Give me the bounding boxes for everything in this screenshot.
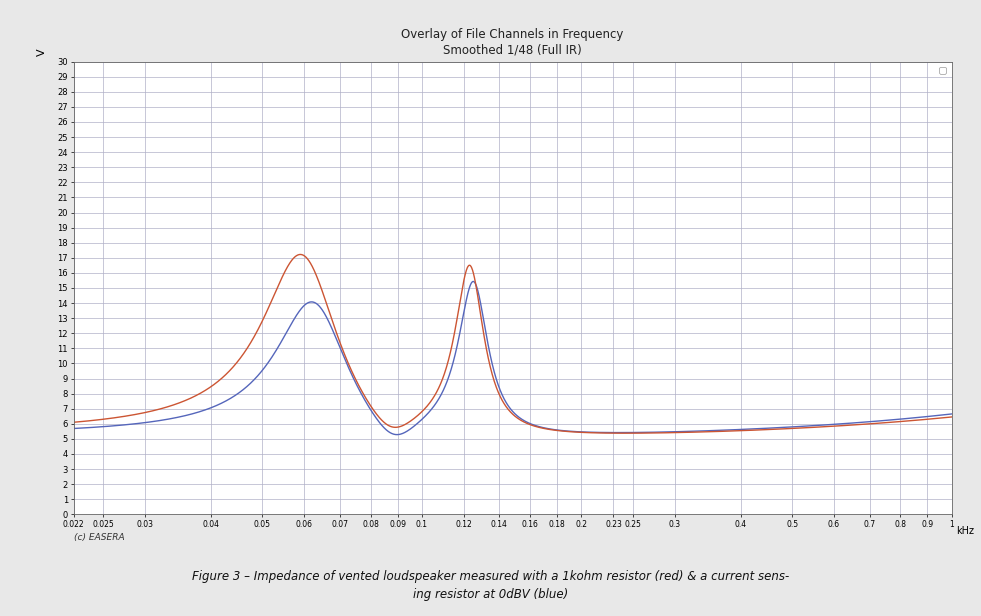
Legend:  [939,67,947,74]
Text: (c) EASERA: (c) EASERA [74,533,125,542]
Title: Overlay of File Channels in Frequency
Smoothed 1/48 (Full IR): Overlay of File Channels in Frequency Sm… [401,28,624,56]
X-axis label: kHz: kHz [955,525,974,536]
Text: Figure 3 – Impedance of vented loudspeaker measured with a 1kohm resistor (red) : Figure 3 – Impedance of vented loudspeak… [192,570,789,601]
Y-axis label: V: V [37,49,47,56]
